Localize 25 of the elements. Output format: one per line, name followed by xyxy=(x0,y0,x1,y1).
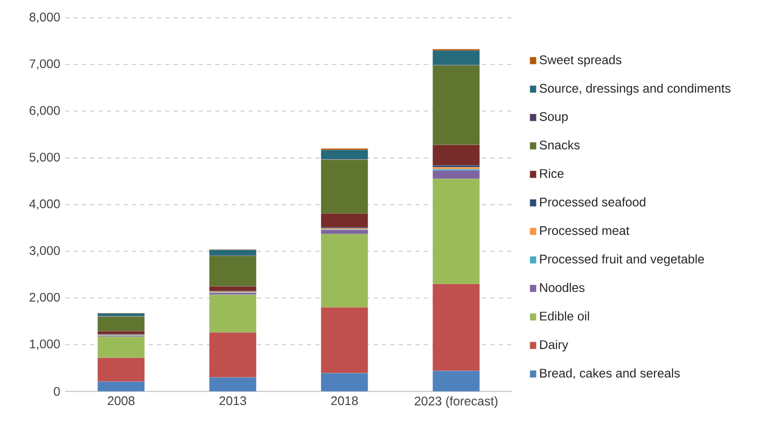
legend-label: Rice xyxy=(540,168,564,178)
legend-label: Edible oil xyxy=(540,312,589,321)
y-tick-label: 2,000 xyxy=(30,293,60,304)
legend-label: Noodles xyxy=(540,283,584,292)
y-tick-label: 6,000 xyxy=(30,106,60,117)
y-tick-label: 8,000 xyxy=(30,12,60,24)
legend-label: Processed seafood xyxy=(540,197,646,207)
y-tick-label: 3,000 xyxy=(30,246,60,257)
legend-label: Dairy xyxy=(540,340,568,352)
x-tick-label: 2008 xyxy=(108,396,134,406)
legend-label: Snacks xyxy=(540,140,580,150)
y-tick-label: 1,000 xyxy=(30,340,60,350)
legend-label: Soup xyxy=(540,112,568,124)
x-tick-label: 2018 xyxy=(331,396,358,406)
legend-label: Processed meat xyxy=(540,226,630,236)
y-tick-label: 5,000 xyxy=(30,152,60,164)
y-tick-label: 7,000 xyxy=(30,60,60,70)
legend-label: Bread, cakes and sereals xyxy=(540,368,680,380)
legend-label: Source, dressings and condiments xyxy=(540,84,730,96)
legend-label: Sweet spreads xyxy=(540,55,622,67)
x-tick-label: 2023 (forecast) xyxy=(414,396,498,408)
y-tick-label: 0 xyxy=(54,387,60,396)
y-tick-label: 4,000 xyxy=(29,200,60,210)
x-tick-label: 2013 xyxy=(219,396,246,406)
legend-label: Processed fruit and vegetable xyxy=(540,254,704,266)
